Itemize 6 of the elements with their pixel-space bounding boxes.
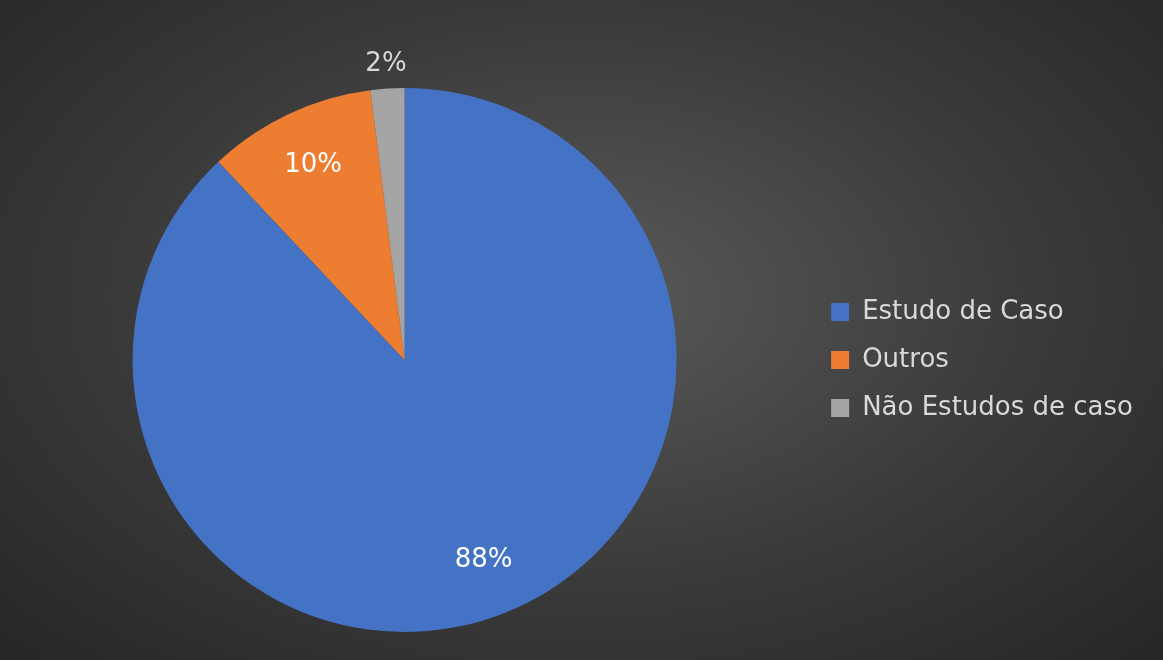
data-label: 10% — [284, 148, 342, 179]
legend-label: Não Estudos de caso — [862, 390, 1134, 421]
legend-label: Outros — [862, 342, 949, 373]
data-label: 88% — [454, 542, 513, 573]
legend-label: Estudo de Caso — [862, 294, 1064, 325]
data-label: 2% — [365, 47, 407, 78]
